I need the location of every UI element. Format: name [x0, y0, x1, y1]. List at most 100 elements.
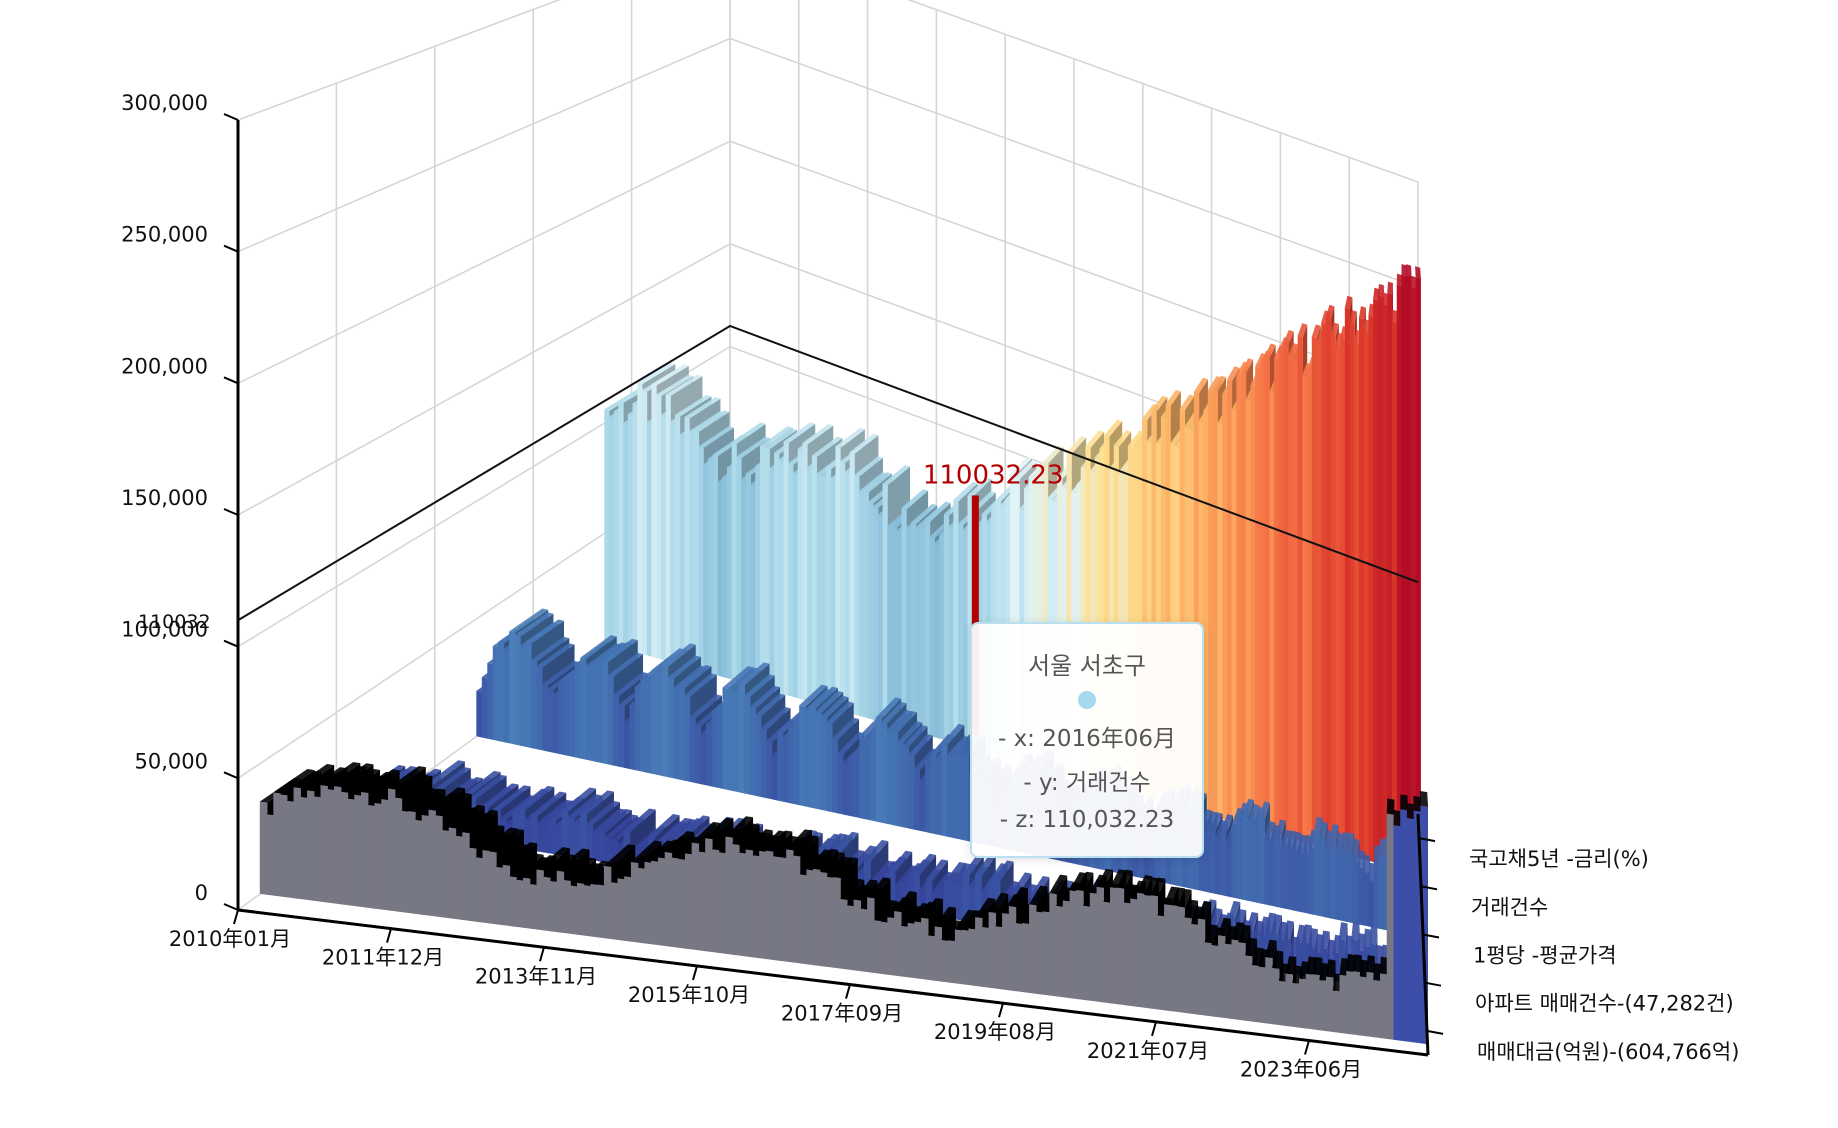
- x-tick-label: 2017年09月: [781, 1002, 903, 1026]
- bar-front: [1137, 893, 1144, 1008]
- bar-front: [642, 390, 647, 655]
- bar-front: [906, 528, 911, 731]
- bar-front: [989, 912, 996, 989]
- bar-front: [779, 459, 784, 694]
- bar-front: [975, 917, 982, 987]
- bar-front: [793, 855, 800, 963]
- bar-front: [1205, 942, 1212, 1016]
- bar-front: [1246, 399, 1251, 827]
- x-tick-label: 2023年06月: [1240, 1058, 1362, 1082]
- bar-front: [769, 468, 774, 691]
- bar-front: [901, 926, 908, 978]
- bar-front: [821, 476, 826, 707]
- x-tick: [1305, 1041, 1309, 1055]
- bar-front: [845, 472, 850, 714]
- bar-front: [1043, 911, 1050, 995]
- bar-front: [827, 877, 834, 968]
- bar-front: [870, 734, 876, 822]
- bar-front: [1407, 818, 1414, 1042]
- bar-front: [712, 849, 719, 953]
- bar-top: [1392, 310, 1397, 323]
- bar-front: [692, 843, 699, 951]
- bar-front: [1346, 849, 1352, 923]
- bar-front: [1387, 814, 1394, 1040]
- bar-front: [1036, 911, 1043, 994]
- bar-front: [1288, 356, 1293, 840]
- bar-top: [1415, 266, 1421, 278]
- bar-front: [699, 446, 704, 671]
- bar-front: [848, 757, 854, 816]
- y-category-label: 1평당 -평균가격: [1473, 944, 1617, 968]
- bar-front: [449, 827, 456, 919]
- bar-front: [1284, 343, 1289, 838]
- bar-front: [549, 820, 556, 854]
- bar-front: [1360, 976, 1367, 1036]
- tooltip-x: - x: 2016年06月: [972, 719, 1202, 753]
- bar-front: [670, 421, 675, 663]
- bar-front: [746, 849, 753, 957]
- z-tick-label: 300,000: [121, 91, 208, 115]
- bar-front: [898, 741, 904, 827]
- bar-front: [1232, 939, 1239, 1020]
- bar-top: [1406, 264, 1411, 276]
- bar-front: [854, 755, 860, 818]
- bar-front: [375, 803, 382, 910]
- bar-front: [543, 877, 550, 932]
- bar-front: [1373, 299, 1378, 863]
- bar-front: [750, 707, 756, 796]
- bar-front: [727, 467, 732, 679]
- bar-front: [1178, 906, 1185, 1013]
- bar-front: [1400, 809, 1407, 1041]
- bar-front: [746, 473, 751, 685]
- bar-front: [575, 664, 581, 758]
- bar-front: [744, 695, 750, 794]
- bar-front: [611, 882, 618, 940]
- bar-front: [1308, 847, 1314, 915]
- bar-top: [1393, 810, 1401, 826]
- bar-front: [520, 646, 526, 747]
- bar-front: [633, 403, 638, 652]
- bar-front: [759, 851, 766, 959]
- bar-front: [1354, 342, 1359, 858]
- bar-front: [947, 756, 953, 838]
- bar-front: [695, 725, 701, 784]
- bar-front: [1049, 893, 1056, 996]
- bar-front: [732, 442, 737, 681]
- bar-front: [1237, 820, 1243, 900]
- bar-front: [874, 920, 881, 974]
- tooltip-y: - y: 거래건수: [972, 763, 1202, 797]
- bar-front: [563, 880, 570, 934]
- bar-front: [624, 876, 631, 941]
- bar-front: [1274, 358, 1279, 835]
- bar-front: [860, 909, 867, 973]
- bar-front: [1009, 906, 1016, 991]
- bar-price-per-pyeong: [1406, 264, 1411, 873]
- z-tick-label: 0: [195, 881, 208, 905]
- bar-front: [685, 853, 692, 949]
- bar-front: [537, 823, 544, 852]
- bar-front: [493, 646, 499, 741]
- bar-front: [618, 402, 623, 649]
- bar-front: [1368, 879, 1374, 927]
- bar-front: [1110, 887, 1117, 1004]
- bar-front: [1164, 904, 1171, 1011]
- bar-front: [706, 724, 712, 787]
- bar-front: [348, 799, 355, 907]
- bar-front: [1340, 338, 1345, 854]
- bar-front: [840, 461, 845, 711]
- bar-front: [550, 881, 557, 932]
- bar-front: [482, 677, 488, 739]
- bar-front: [1357, 867, 1363, 925]
- bar-front: [722, 477, 727, 678]
- bar-front: [833, 877, 840, 969]
- bar-front: [777, 732, 783, 802]
- bar-front: [941, 744, 947, 837]
- y-tick: [1427, 1031, 1443, 1034]
- bar-front: [1241, 371, 1246, 825]
- bar-front: [760, 446, 765, 689]
- bar-front: [1286, 973, 1293, 1026]
- bar-front: [831, 478, 836, 709]
- bar-front: [1209, 830, 1215, 894]
- bar-front: [294, 787, 301, 899]
- bar-front: [1211, 945, 1218, 1017]
